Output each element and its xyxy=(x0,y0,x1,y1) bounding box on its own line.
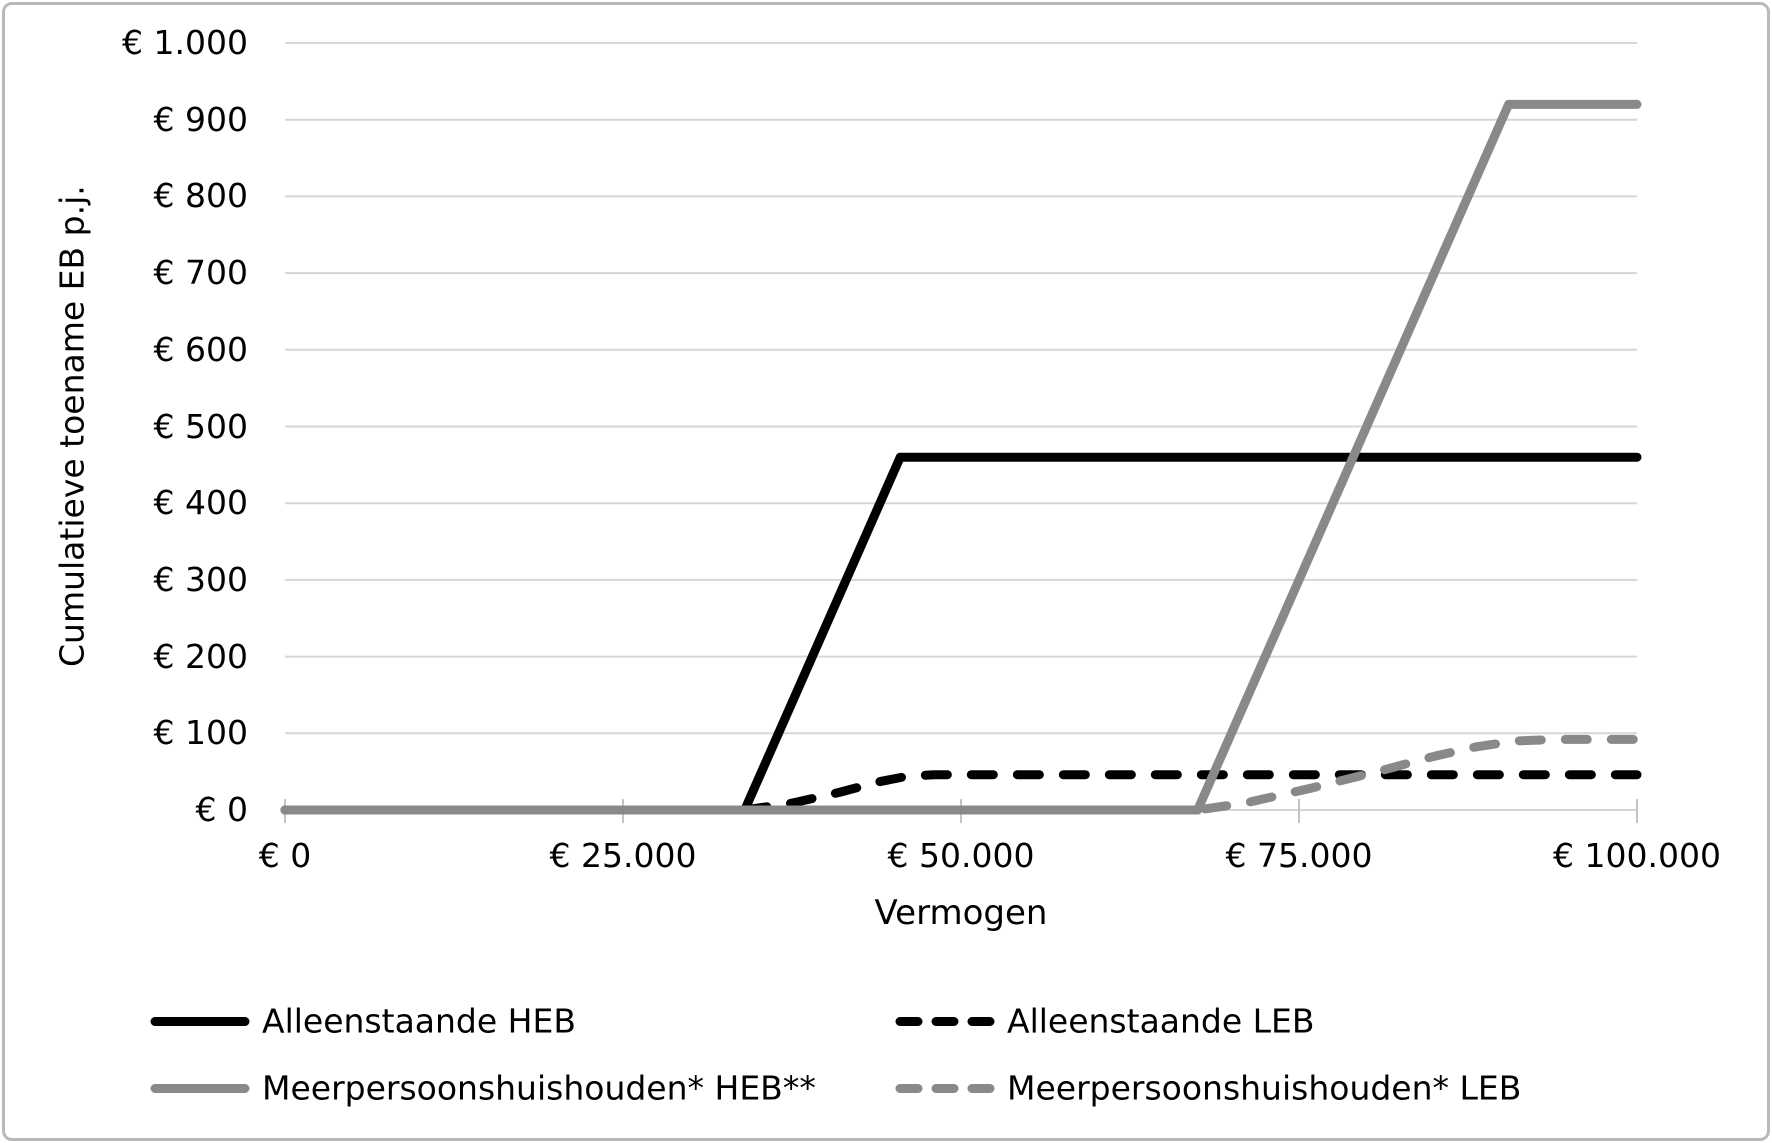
y-tick-label: € 600 xyxy=(153,329,248,369)
solid-line-swatch-icon xyxy=(150,1016,250,1026)
legend-item: Alleenstaande LEB xyxy=(895,1002,1315,1041)
gridlines xyxy=(285,42,1637,811)
dashed-line-swatch-icon xyxy=(895,1083,995,1093)
x-tick-label: € 75.000 xyxy=(1225,836,1373,875)
solid-line-swatch-icon xyxy=(150,1083,250,1093)
y-tick-label: € 400 xyxy=(153,483,248,523)
legend-item: Meerpersoonshuishouden* HEB** xyxy=(150,1069,816,1108)
y-tick-label: € 700 xyxy=(153,253,248,293)
x-tick-label: € 25.000 xyxy=(549,836,697,875)
y-tick-label: € 1.000 xyxy=(122,23,248,62)
x-tick-label: € 0 xyxy=(258,836,312,875)
y-tick-label: € 300 xyxy=(153,559,248,599)
y-tick-label: € 900 xyxy=(153,99,248,139)
legend-item: Meerpersoonshuishouden* LEB xyxy=(895,1069,1521,1108)
legend-label: Meerpersoonshuishouden* LEB xyxy=(1007,1068,1522,1108)
y-tick-label: € 500 xyxy=(153,406,248,446)
y-tick-label: € 800 xyxy=(153,176,248,216)
x-tick-label: € 50.000 xyxy=(887,836,1035,875)
legend-item: Alleenstaande HEB xyxy=(150,1002,576,1041)
legend-label: Meerpersoonshuishouden* HEB** xyxy=(262,1068,816,1108)
y-tick-label: € 100 xyxy=(153,713,248,753)
y-tick-label: € 200 xyxy=(153,636,248,676)
legend-label: Alleenstaande HEB xyxy=(262,1001,576,1041)
y-tick-label: € 0 xyxy=(195,790,248,829)
legend-label: Alleenstaande LEB xyxy=(1007,1001,1315,1041)
series-line-4 xyxy=(280,734,1642,815)
dashed-line-swatch-icon xyxy=(895,1016,995,1026)
x-axis-title: Vermogen xyxy=(874,893,1048,933)
x-tick-label: € 100.000 xyxy=(1553,836,1721,875)
